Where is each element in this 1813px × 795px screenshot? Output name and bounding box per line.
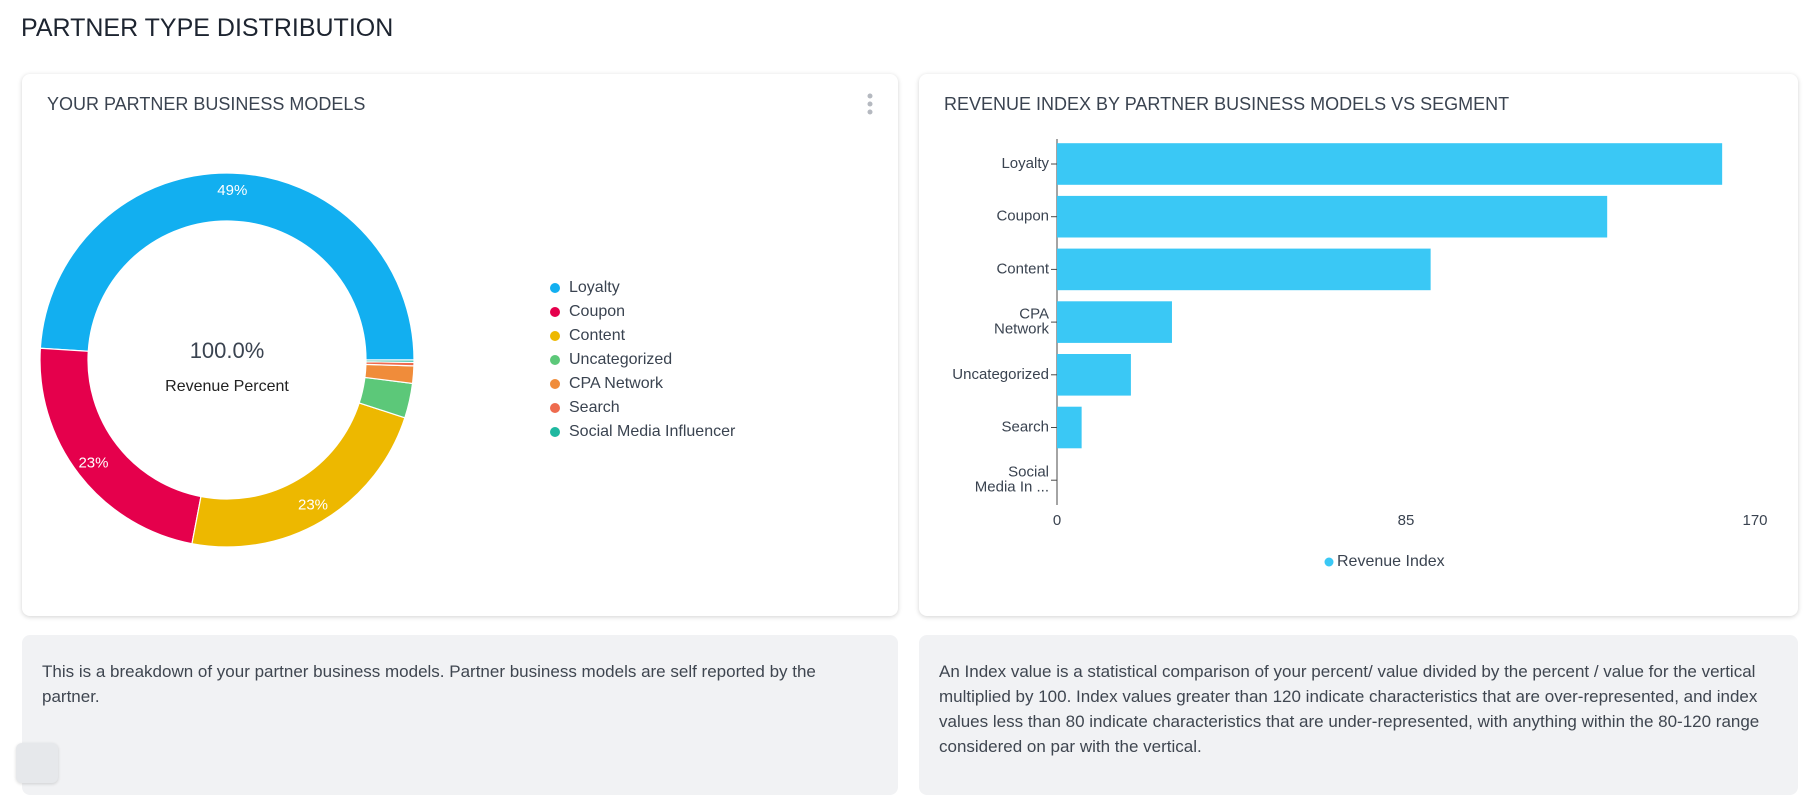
legend-label: CPA Network bbox=[569, 375, 664, 392]
legend-marker bbox=[550, 403, 560, 413]
page: PARTNER TYPE DISTRIBUTION YOUR PARTNER B… bbox=[16, 14, 1798, 795]
legend-marker bbox=[550, 427, 560, 437]
center-value: 100.0% bbox=[190, 338, 265, 363]
bar bbox=[1057, 406, 1082, 449]
bar bbox=[1057, 301, 1172, 343]
card-title: YOUR PARTNER BUSINESS MODELS bbox=[47, 94, 365, 114]
donut-chart: YOUR PARTNER BUSINESS MODELS 100.0% Reve… bbox=[39, 93, 873, 548]
menu-icon[interactable] bbox=[867, 93, 873, 115]
legend-label: Content bbox=[569, 327, 626, 344]
bar bbox=[1057, 195, 1608, 238]
donut-slice bbox=[191, 402, 406, 548]
center-label: Revenue Percent bbox=[165, 378, 289, 395]
bar bbox=[1057, 143, 1723, 185]
y-tick-label: CPA Network bbox=[994, 306, 1050, 338]
legend-marker bbox=[550, 283, 560, 293]
description: An Index value is a statistical comparis… bbox=[919, 635, 1798, 795]
y-tick-label: Uncategorized bbox=[952, 366, 1049, 383]
y-tick-label: Social Media In ... bbox=[975, 464, 1049, 496]
bar-chart: REVENUE INDEX BY PARTNER BUSINESS MODELS… bbox=[944, 94, 1768, 570]
y-tick-label: Content bbox=[996, 260, 1049, 277]
legend-label: Revenue Index bbox=[1337, 553, 1445, 570]
legend-marker bbox=[550, 331, 560, 341]
bar bbox=[1057, 248, 1431, 291]
legend-label: Social Media Influencer bbox=[569, 423, 736, 440]
x-tick-label: 170 bbox=[1742, 512, 1767, 529]
legend-label: Loyalty bbox=[569, 279, 620, 296]
bar-card: REVENUE INDEX BY PARTNER BUSINESS MODELS… bbox=[919, 74, 1798, 616]
x-tick-label: 0 bbox=[1053, 512, 1061, 529]
y-tick-label: Search bbox=[1001, 418, 1049, 435]
legend-label: Search bbox=[569, 399, 620, 416]
legend-marker bbox=[550, 355, 560, 365]
legend-label: Uncategorized bbox=[569, 351, 672, 368]
donut-slice bbox=[365, 359, 415, 363]
y-tick-label: Coupon bbox=[996, 208, 1049, 225]
legend-label: Coupon bbox=[569, 303, 625, 320]
slice-label: 23% bbox=[78, 455, 108, 472]
nav-button[interactable] bbox=[16, 743, 58, 783]
donut-card: YOUR PARTNER BUSINESS MODELS 100.0% Reve… bbox=[22, 74, 898, 616]
y-tick-label: Loyalty bbox=[1001, 155, 1049, 172]
bar bbox=[1057, 354, 1131, 396]
x-tick-label: 85 bbox=[1398, 512, 1415, 529]
slice-label: 49% bbox=[217, 182, 247, 199]
legend-marker bbox=[1324, 557, 1334, 567]
legend-marker bbox=[550, 379, 560, 389]
card-title: REVENUE INDEX BY PARTNER BUSINESS MODELS… bbox=[944, 94, 1509, 114]
description: This is a breakdown of your partner busi… bbox=[22, 635, 898, 795]
slice-label: 23% bbox=[298, 496, 328, 513]
donut-slice bbox=[39, 172, 415, 361]
legend-marker bbox=[550, 307, 560, 317]
page-title: PARTNER TYPE DISTRIBUTION bbox=[21, 14, 394, 42]
